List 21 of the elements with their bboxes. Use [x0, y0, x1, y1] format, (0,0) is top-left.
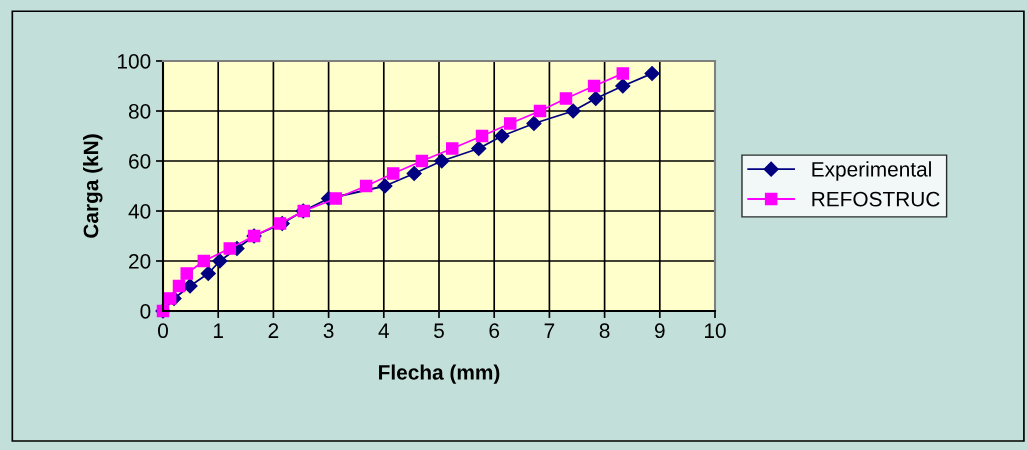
y-tick-label: 20 [129, 254, 151, 269]
legend-label: Experimental [812, 161, 931, 181]
legend-label: REFOSTRUC [812, 191, 940, 207]
x-tick-label: 1 [214, 323, 223, 338]
x-tick-label: 9 [654, 323, 665, 339]
y-tick-label: 40 [128, 204, 151, 219]
x-tick-label: 10 [705, 323, 726, 339]
x-tick-label: 8 [599, 323, 610, 339]
x-tick-label: 3 [323, 323, 334, 339]
y-tick-label: 60 [129, 154, 151, 169]
x-tick-label: 0 [158, 323, 168, 339]
y-tick-label: 80 [128, 104, 151, 119]
y-tick-label: 100 [118, 54, 151, 69]
x-tick-label: 2 [268, 323, 279, 338]
x-tick-label: 5 [434, 323, 444, 339]
x-tick-label: 4 [378, 323, 389, 338]
x-tick-label: 6 [489, 323, 500, 339]
x-axis-title: Flecha (mm) [379, 364, 500, 384]
y-axis-title: Carga (kN) [83, 134, 103, 238]
x-tick-label: 7 [544, 323, 555, 338]
y-tick-label: 0 [140, 304, 151, 319]
